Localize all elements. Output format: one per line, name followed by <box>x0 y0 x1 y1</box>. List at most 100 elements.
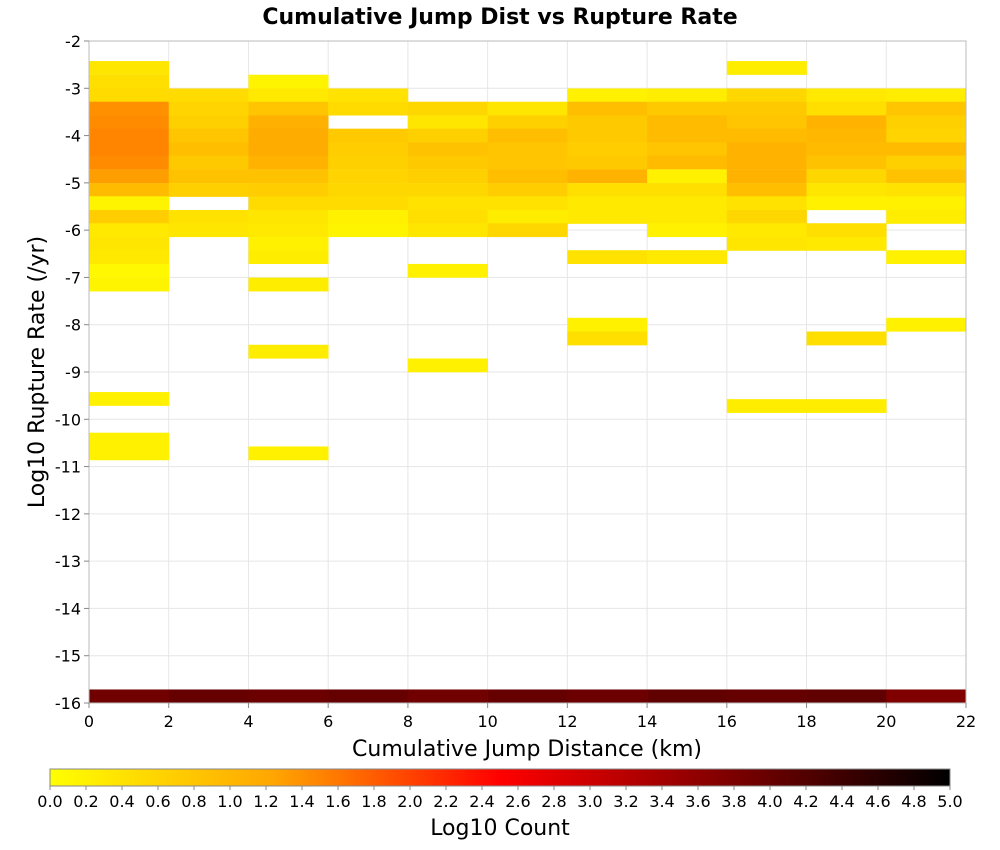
heatmap-cells <box>89 61 967 704</box>
heatmap-cell-35 <box>248 142 329 157</box>
y-tick-label-1: -3 <box>65 79 81 98</box>
heatmap-cell-69 <box>487 101 568 116</box>
heatmap-cell-3 <box>89 101 170 116</box>
colorbar-tick-label-15: 3.0 <box>577 792 602 811</box>
colorbar-tick-label-6: 1.2 <box>253 792 278 811</box>
heatmap-cell-30 <box>248 74 329 89</box>
heatmap-cell-16 <box>89 277 170 292</box>
heatmap-cell-119 <box>806 101 887 116</box>
heatmap-cell-62 <box>407 169 488 184</box>
heatmap-cell-49 <box>328 128 409 143</box>
heatmap-cell-104 <box>726 61 807 75</box>
heatmap-cell-34 <box>248 128 329 143</box>
heatmap-cell-24 <box>168 142 249 157</box>
heatmap-cell-77 <box>487 209 568 224</box>
colorbar-tick-label-23: 4.6 <box>865 792 890 811</box>
colorbar-tick-label-11: 2.2 <box>433 792 458 811</box>
heatmap-cell-57 <box>407 101 488 116</box>
heatmap-cell-45 <box>248 344 329 359</box>
heatmap-cell-54 <box>328 196 409 211</box>
x-tick-label-9: 18 <box>796 712 816 731</box>
heatmap-cell-105 <box>726 88 807 103</box>
heatmap-cell-47 <box>328 88 409 103</box>
heatmap-cell-137 <box>886 169 967 184</box>
heatmap-cell-89 <box>567 250 648 265</box>
heatmap-cell-116 <box>726 236 807 251</box>
heatmap-cell-36 <box>248 155 329 170</box>
heatmap-cell-71 <box>487 128 568 143</box>
heatmap-cell-143 <box>89 689 170 704</box>
colorbar-ticks: 0.0 0.2 0.4 0.6 0.8 1.0 1.2 1.4 1.6 1.8 2.0 2.2 2.4 2… <box>37 786 963 811</box>
heatmap-cell-129 <box>806 331 887 346</box>
heatmap-cell-73 <box>487 155 568 170</box>
heatmap-cell-60 <box>407 142 488 157</box>
heatmap-cell-147 <box>407 689 488 704</box>
colorbar-tick-label-18: 3.6 <box>685 792 710 811</box>
heatmap-cell-110 <box>726 155 807 170</box>
colorbar-tick-label-22: 4.4 <box>829 792 854 811</box>
heatmap-cell-72 <box>487 142 568 157</box>
heatmap-cell-121 <box>806 128 887 143</box>
heatmap-cell-113 <box>726 196 807 211</box>
heatmap-cell-32 <box>248 101 329 116</box>
heatmap-cell-42 <box>248 236 329 251</box>
heatmap-cell-58 <box>407 115 488 130</box>
heatmap-cell-40 <box>248 209 329 224</box>
heatmap-cell-65 <box>407 209 488 224</box>
x-axis-ticks: 0 2 4 6 8 10 12 14 16 18 20 22 <box>84 703 976 731</box>
heatmap-cell-111 <box>726 169 807 184</box>
y-tick-label-8: -10 <box>55 410 81 429</box>
x-tick-label-11: 22 <box>956 712 976 731</box>
colorbar-tick-label-3: 0.6 <box>145 792 170 811</box>
heatmap-cell-97 <box>647 155 728 170</box>
colorbar-tick-label-2: 0.4 <box>109 792 134 811</box>
y-tick-label-2: -4 <box>65 127 81 146</box>
heatmap-cell-38 <box>248 183 329 197</box>
heatmap-cell-81 <box>567 115 648 130</box>
heatmap-cell-75 <box>487 183 568 197</box>
heatmap-cell-14 <box>89 250 170 265</box>
y-tick-label-10: -12 <box>55 505 81 524</box>
colorbar-tick-label-16: 3.2 <box>613 792 638 811</box>
heatmap-cell-148 <box>487 689 568 704</box>
heatmap-cell-107 <box>726 115 807 130</box>
heatmap-cell-115 <box>726 223 807 238</box>
heatmap-cell-150 <box>647 689 728 704</box>
heatmap-cell-127 <box>806 223 887 238</box>
heatmap-cell-86 <box>567 183 648 197</box>
colorbar-tick-label-17: 3.4 <box>649 792 674 811</box>
colorbar-tick-label-1: 0.2 <box>73 792 98 811</box>
colorbar-label: Log10 Count <box>430 816 570 841</box>
colorbar-tick-label-9: 1.8 <box>361 792 386 811</box>
heatmap-cell-53 <box>328 183 409 197</box>
heatmap-cell-27 <box>168 183 249 197</box>
heatmap-cell-48 <box>328 101 409 116</box>
heatmap-cell-68 <box>407 358 488 373</box>
y-tick-label-3: -5 <box>65 174 81 193</box>
heatmap-cell-7 <box>89 155 170 170</box>
heatmap-cell-123 <box>806 155 887 170</box>
heatmap-cell-96 <box>647 142 728 157</box>
heatmap-cell-15 <box>89 263 170 278</box>
heatmap-cell-80 <box>567 101 648 116</box>
heatmap-cell-25 <box>168 155 249 170</box>
heatmap-cell-46 <box>248 446 329 461</box>
heatmap-cell-90 <box>567 317 648 332</box>
heatmap-cell-93 <box>647 101 728 116</box>
heatmap-cell-44 <box>248 277 329 292</box>
x-tick-label-7: 14 <box>637 712 657 731</box>
heatmap-cell-63 <box>407 183 488 197</box>
colorbar <box>49 768 951 787</box>
heatmap-cell-29 <box>168 223 249 238</box>
colorbar-tick-label-21: 4.2 <box>793 792 818 811</box>
heatmap-cell-19 <box>89 446 170 461</box>
heatmap-cell-99 <box>647 183 728 197</box>
x-axis-label: Cumulative Jump Distance (km) <box>352 737 702 762</box>
heatmap-cell-139 <box>886 196 967 211</box>
colorbar-tick-label-13: 2.6 <box>505 792 530 811</box>
heatmap-cell-43 <box>248 250 329 265</box>
x-tick-label-2: 4 <box>243 712 253 731</box>
heatmap-cell-83 <box>567 142 648 157</box>
heatmap-cell-149 <box>567 689 648 704</box>
heatmap-cell-70 <box>487 115 568 130</box>
